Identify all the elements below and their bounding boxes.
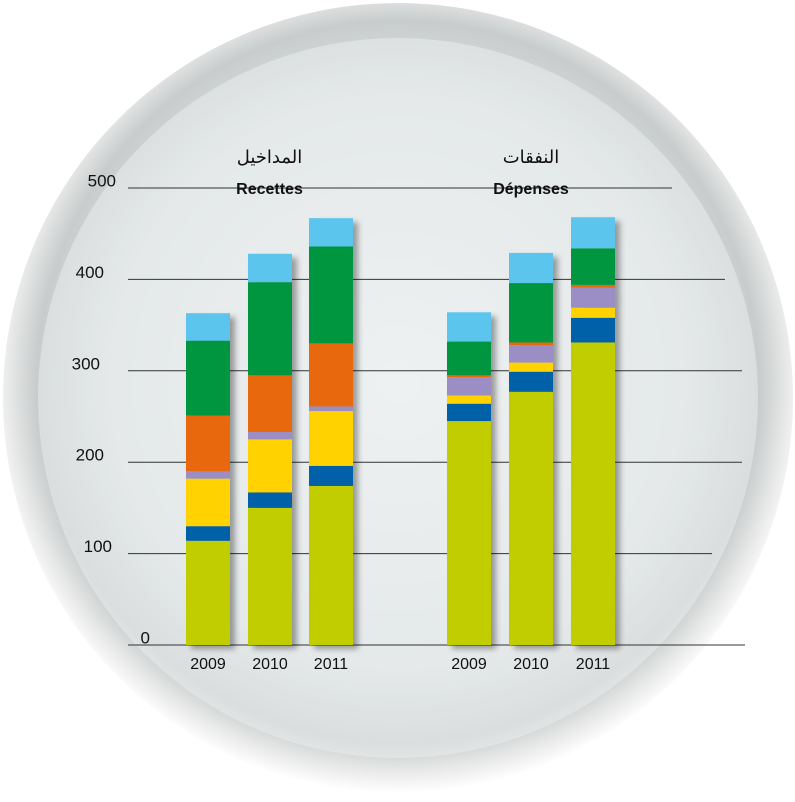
bar-segment — [186, 471, 230, 479]
stacked-bar — [571, 217, 615, 645]
group-title-arabic: المداخيل — [237, 147, 303, 168]
stacked-bar — [447, 312, 491, 645]
bar-segment — [186, 526, 230, 541]
x-tick-label: 2009 — [190, 656, 226, 673]
bar-segment — [186, 540, 230, 645]
bar-segment — [248, 492, 292, 508]
bar-segment — [309, 465, 353, 486]
y-tick-label: 200 — [76, 446, 104, 465]
bar-segment — [248, 253, 292, 283]
y-tick-label: 300 — [72, 354, 100, 373]
bar-segment — [447, 403, 491, 422]
group-title: Dépenses — [493, 181, 569, 198]
stacked-bar — [509, 252, 553, 645]
y-tick-label: 0 — [141, 628, 150, 647]
bar-segment — [571, 317, 615, 343]
bar-segment — [248, 439, 292, 493]
bar-segment — [248, 282, 292, 376]
bar-segment — [571, 287, 615, 308]
group-title: Recettes — [236, 181, 303, 198]
y-tick-label: 100 — [84, 537, 112, 556]
bar-segment — [509, 391, 553, 645]
bar-segment — [447, 377, 491, 396]
lens-inner — [38, 38, 758, 758]
bar-segment — [309, 411, 353, 466]
bar-segment — [509, 345, 553, 363]
bar-segment — [571, 284, 615, 288]
bar-segment — [509, 252, 553, 284]
x-tick-label: 2011 — [576, 656, 611, 673]
stacked-bar — [248, 253, 292, 645]
bar-segment — [248, 507, 292, 645]
bar-segment — [447, 421, 491, 645]
bar-segment — [509, 283, 553, 343]
bar-segment — [248, 432, 292, 440]
bar-segment — [571, 248, 615, 285]
bar-segment — [447, 341, 491, 376]
y-tick-label: 500 — [88, 171, 116, 190]
x-tick-label: 2011 — [314, 656, 349, 673]
bar-segment — [248, 375, 292, 433]
group-title-arabic: النفقات — [503, 147, 560, 168]
bar-segment — [447, 375, 491, 378]
bar-segment — [186, 313, 230, 341]
y-tick-label: 400 — [76, 263, 104, 282]
bar-segment — [309, 485, 353, 645]
bar-segment — [509, 362, 553, 372]
bar-segment — [509, 371, 553, 392]
bar-segment — [571, 217, 615, 249]
bar-segment — [571, 342, 615, 645]
x-tick-label: 2010 — [513, 656, 549, 673]
x-tick-label: 2009 — [451, 656, 487, 673]
bar-segment — [309, 246, 353, 344]
stacked-bar — [309, 218, 353, 645]
bar-segment — [186, 415, 230, 472]
bar-segment — [509, 342, 553, 346]
bar-segment — [571, 307, 615, 318]
x-tick-label: 2010 — [252, 656, 288, 673]
bar-segment — [309, 343, 353, 407]
bar-segment — [309, 218, 353, 247]
bar-segment — [186, 340, 230, 416]
stacked-bar — [186, 313, 230, 645]
bar-segment — [447, 312, 491, 342]
bar-segment — [447, 395, 491, 404]
bar-segment — [309, 406, 353, 412]
bar-segment — [186, 478, 230, 527]
